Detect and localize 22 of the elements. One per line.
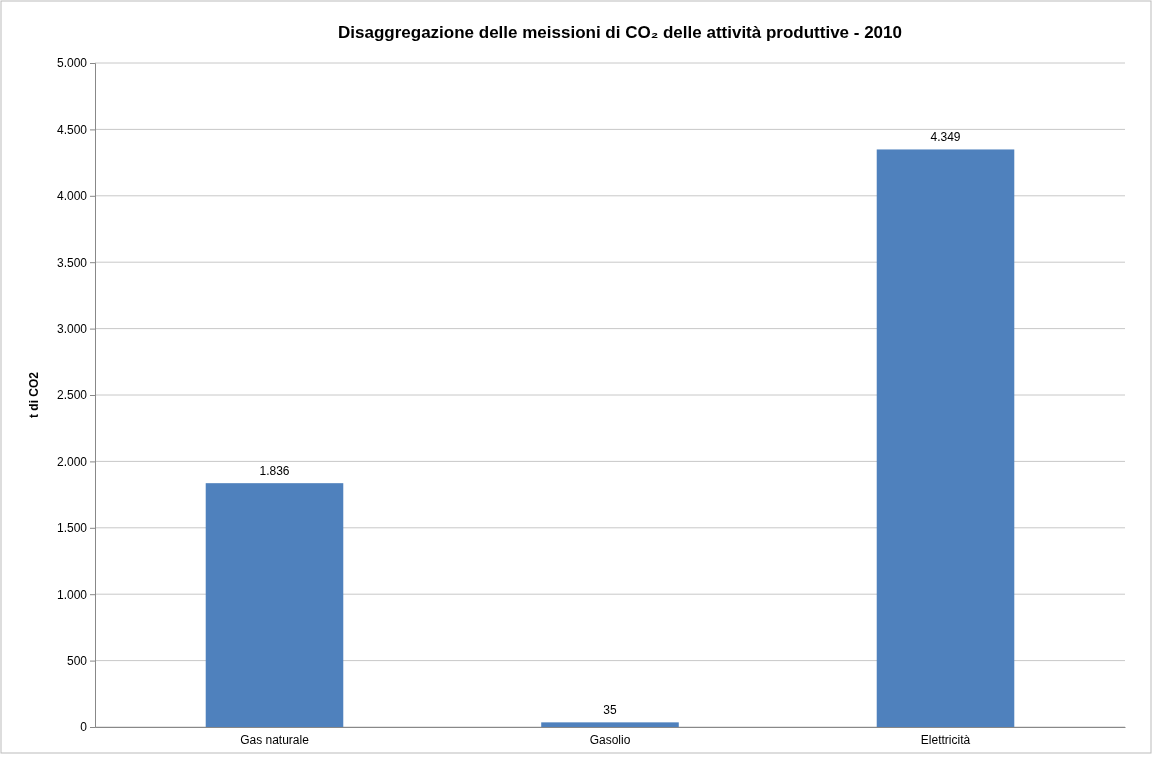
y-axis-title: t di CO2 xyxy=(27,371,41,419)
bar xyxy=(205,483,344,727)
chart-title: Disaggregazione delle meissioni di CO₂ delle attività produttive - 2010 xyxy=(338,23,902,42)
data-label: 35 xyxy=(603,703,617,718)
x-tick-label: Gas naturale xyxy=(240,732,310,747)
y-tick-label: 1.000 xyxy=(56,587,88,602)
y-tick-label: 3.500 xyxy=(56,255,88,270)
y-tick-label: 4.000 xyxy=(56,189,88,204)
y-tick-label: 2.500 xyxy=(56,388,88,403)
y-tick-label: 500 xyxy=(66,653,88,668)
y-tick-label: 4.500 xyxy=(56,122,88,137)
bar xyxy=(541,722,679,727)
bar xyxy=(876,149,1015,727)
y-tick-label: 1.500 xyxy=(56,521,88,536)
y-tick-label: 2.000 xyxy=(56,454,88,469)
y-tick-label: 3.000 xyxy=(56,321,88,336)
y-tick-label: 5.000 xyxy=(56,56,88,71)
x-tick-label: Gasolio xyxy=(589,732,631,747)
data-label: 1.836 xyxy=(259,464,290,479)
data-label: 4.349 xyxy=(930,130,961,145)
y-tick-label: 0 xyxy=(80,720,88,735)
x-tick-label: Elettricità xyxy=(920,732,971,747)
